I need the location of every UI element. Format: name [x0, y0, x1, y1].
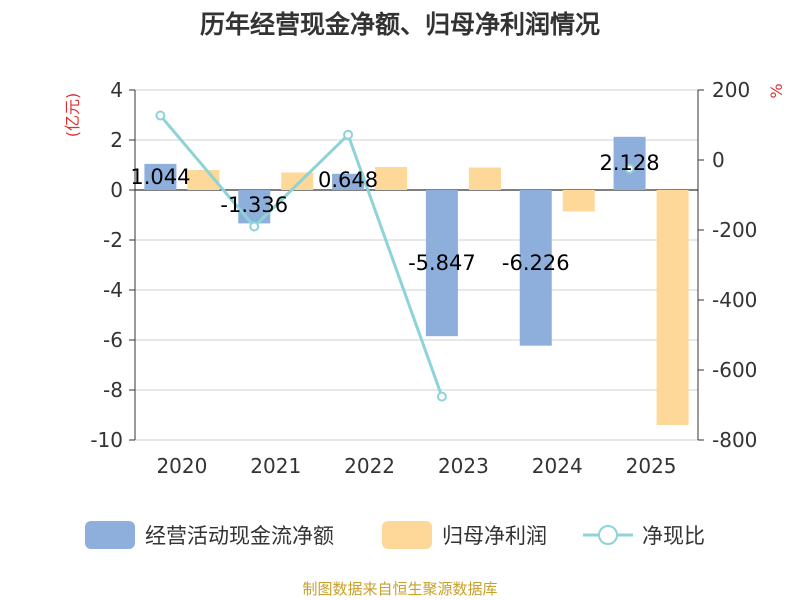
y-left-tick-label: 0 — [110, 178, 123, 202]
y-left-tick-label: -4 — [103, 278, 123, 302]
chart-title: 历年经营现金净额、归母净利润情况 — [200, 10, 600, 39]
y-right-tick-label: 0 — [712, 148, 725, 172]
bar-cashflow-2020 — [144, 163, 177, 190]
y-right-axis-label: % — [767, 83, 786, 98]
legend-label-netprofit: 归母净利润 — [442, 524, 547, 548]
legend-label-cashflow: 经营活动现金流净额 — [145, 524, 334, 548]
legend-swatch-netprofit — [382, 521, 432, 549]
y-right-tick-label: -400 — [712, 288, 757, 312]
y-left-tick-label: 2 — [110, 128, 123, 152]
data-label: 0.648 — [318, 168, 378, 192]
bar-netprofit-2025 — [656, 190, 689, 425]
y-left-tick-label: -2 — [103, 228, 123, 252]
data-label: -5.847 — [408, 251, 476, 275]
y-right-tick-label: -200 — [712, 218, 757, 242]
y-left-tick-label: -8 — [103, 378, 123, 402]
legend-marker-cash-ratio — [598, 525, 618, 545]
y-right-tick-label: 200 — [712, 78, 750, 102]
bar-cashflow-2024 — [519, 190, 552, 346]
line-point-2023 — [436, 391, 447, 402]
line-point-2022 — [343, 129, 354, 140]
data-label: -1.336 — [220, 193, 288, 217]
y-left-tick-label: -10 — [90, 428, 123, 452]
legend-swatch-cashflow — [85, 521, 135, 549]
bar-netprofit-2024 — [562, 190, 595, 212]
line-point-2020 — [155, 110, 166, 121]
data-label: 1.044 — [130, 165, 190, 189]
line-point-2021 — [249, 221, 260, 232]
x-tick-label: 2025 — [626, 454, 677, 478]
source-note: 制图数据来自恒生聚源数据库 — [302, 580, 497, 598]
x-tick-label: 2020 — [156, 454, 207, 478]
y-right-tick-label: -600 — [712, 358, 757, 382]
x-tick-label: 2022 — [344, 454, 395, 478]
data-label: 2.128 — [600, 151, 660, 175]
y-left-axis-label: (亿元) — [63, 93, 82, 138]
line-point-2025 — [624, 163, 635, 174]
y-left-tick-label: -6 — [103, 328, 123, 352]
x-tick-label: 2021 — [250, 454, 301, 478]
bar-cashflow-2022 — [332, 173, 365, 190]
data-label: -6.226 — [502, 251, 570, 275]
bar-netprofit-2023 — [468, 167, 501, 190]
x-tick-label: 2024 — [532, 454, 583, 478]
x-tick-label: 2023 — [438, 454, 489, 478]
bar-cashflow-2025 — [613, 136, 646, 190]
y-left-tick-label: 4 — [110, 78, 123, 102]
bar-netprofit-2022 — [375, 167, 408, 190]
y-right-tick-label: -800 — [712, 428, 757, 452]
legend-label-cash-ratio: 净现比 — [642, 524, 705, 548]
bar-cashflow-2023 — [425, 190, 458, 337]
